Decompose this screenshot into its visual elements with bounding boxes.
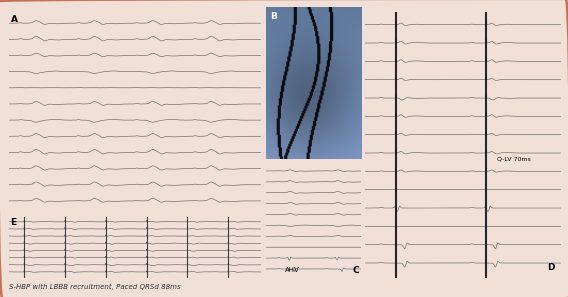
- Text: S-HBP with LBBB recruitment, Paced QRSd 88ms: S-HBP with LBBB recruitment, Paced QRSd …: [9, 284, 180, 290]
- Text: AHV: AHV: [285, 267, 300, 273]
- Text: A: A: [11, 15, 18, 24]
- Text: D: D: [547, 263, 555, 272]
- Text: Q-LV 70ms: Q-LV 70ms: [496, 156, 531, 161]
- Text: C: C: [353, 266, 360, 275]
- Text: E: E: [11, 218, 16, 227]
- Text: B: B: [270, 12, 277, 21]
